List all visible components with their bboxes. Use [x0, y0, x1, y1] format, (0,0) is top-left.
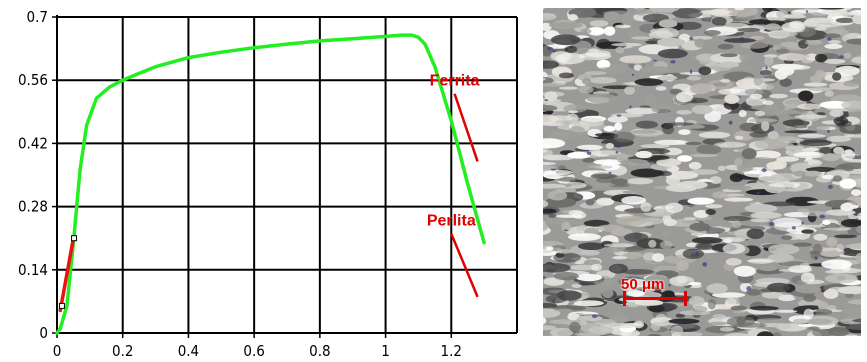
annotation-pointer-line [450, 233, 479, 298]
annotation-label: Perlita [427, 213, 476, 230]
stress-strain-chart: 0 0.2 0.4 0.6 0.8 1 1.2 0 0.14 0.28 0.42 0.56 0.7 Fe… [18, 8, 518, 360]
x-tick-label: 0.6 [243, 342, 264, 360]
annotation-label: Ferrita [430, 73, 480, 90]
micrograph-grains [543, 8, 861, 336]
chart-grid [57, 16, 518, 333]
x-tick-label: 0.4 [178, 342, 199, 360]
y-tick-label: 0.28 [18, 198, 48, 216]
x-tick-label: 0.8 [309, 342, 330, 360]
chart-axes [52, 15, 517, 338]
data-point-marker [71, 235, 78, 242]
series-line-0 [55, 33, 486, 335]
micrograph-texture [543, 8, 861, 336]
annotation-pointer-line [453, 93, 479, 162]
scale-bar-label: 50 μm [621, 276, 665, 293]
x-tick-label: 0.2 [112, 342, 133, 360]
x-tick-label: 1.2 [441, 342, 462, 360]
chart-series [55, 33, 486, 335]
x-tick-label: 0 [53, 342, 62, 360]
micrograph-image: 50 μm [543, 8, 861, 336]
y-tick-label: 0.7 [27, 8, 48, 26]
chart-tick-labels: 0 0.2 0.4 0.6 0.8 1 1.2 0 0.14 0.28 0.42 0.56 0.7 [18, 8, 462, 360]
chart-annotations: Ferrita Perlita [427, 73, 480, 298]
series-line-1 [58, 236, 76, 313]
scale-bar [623, 291, 687, 306]
y-tick-label: 0.42 [18, 134, 48, 152]
y-tick-label: 0.14 [18, 261, 48, 279]
x-tick-label: 1 [381, 342, 390, 360]
data-point-marker [58, 302, 65, 309]
y-tick-label: 0.56 [18, 71, 48, 89]
y-tick-label: 0 [39, 324, 48, 342]
